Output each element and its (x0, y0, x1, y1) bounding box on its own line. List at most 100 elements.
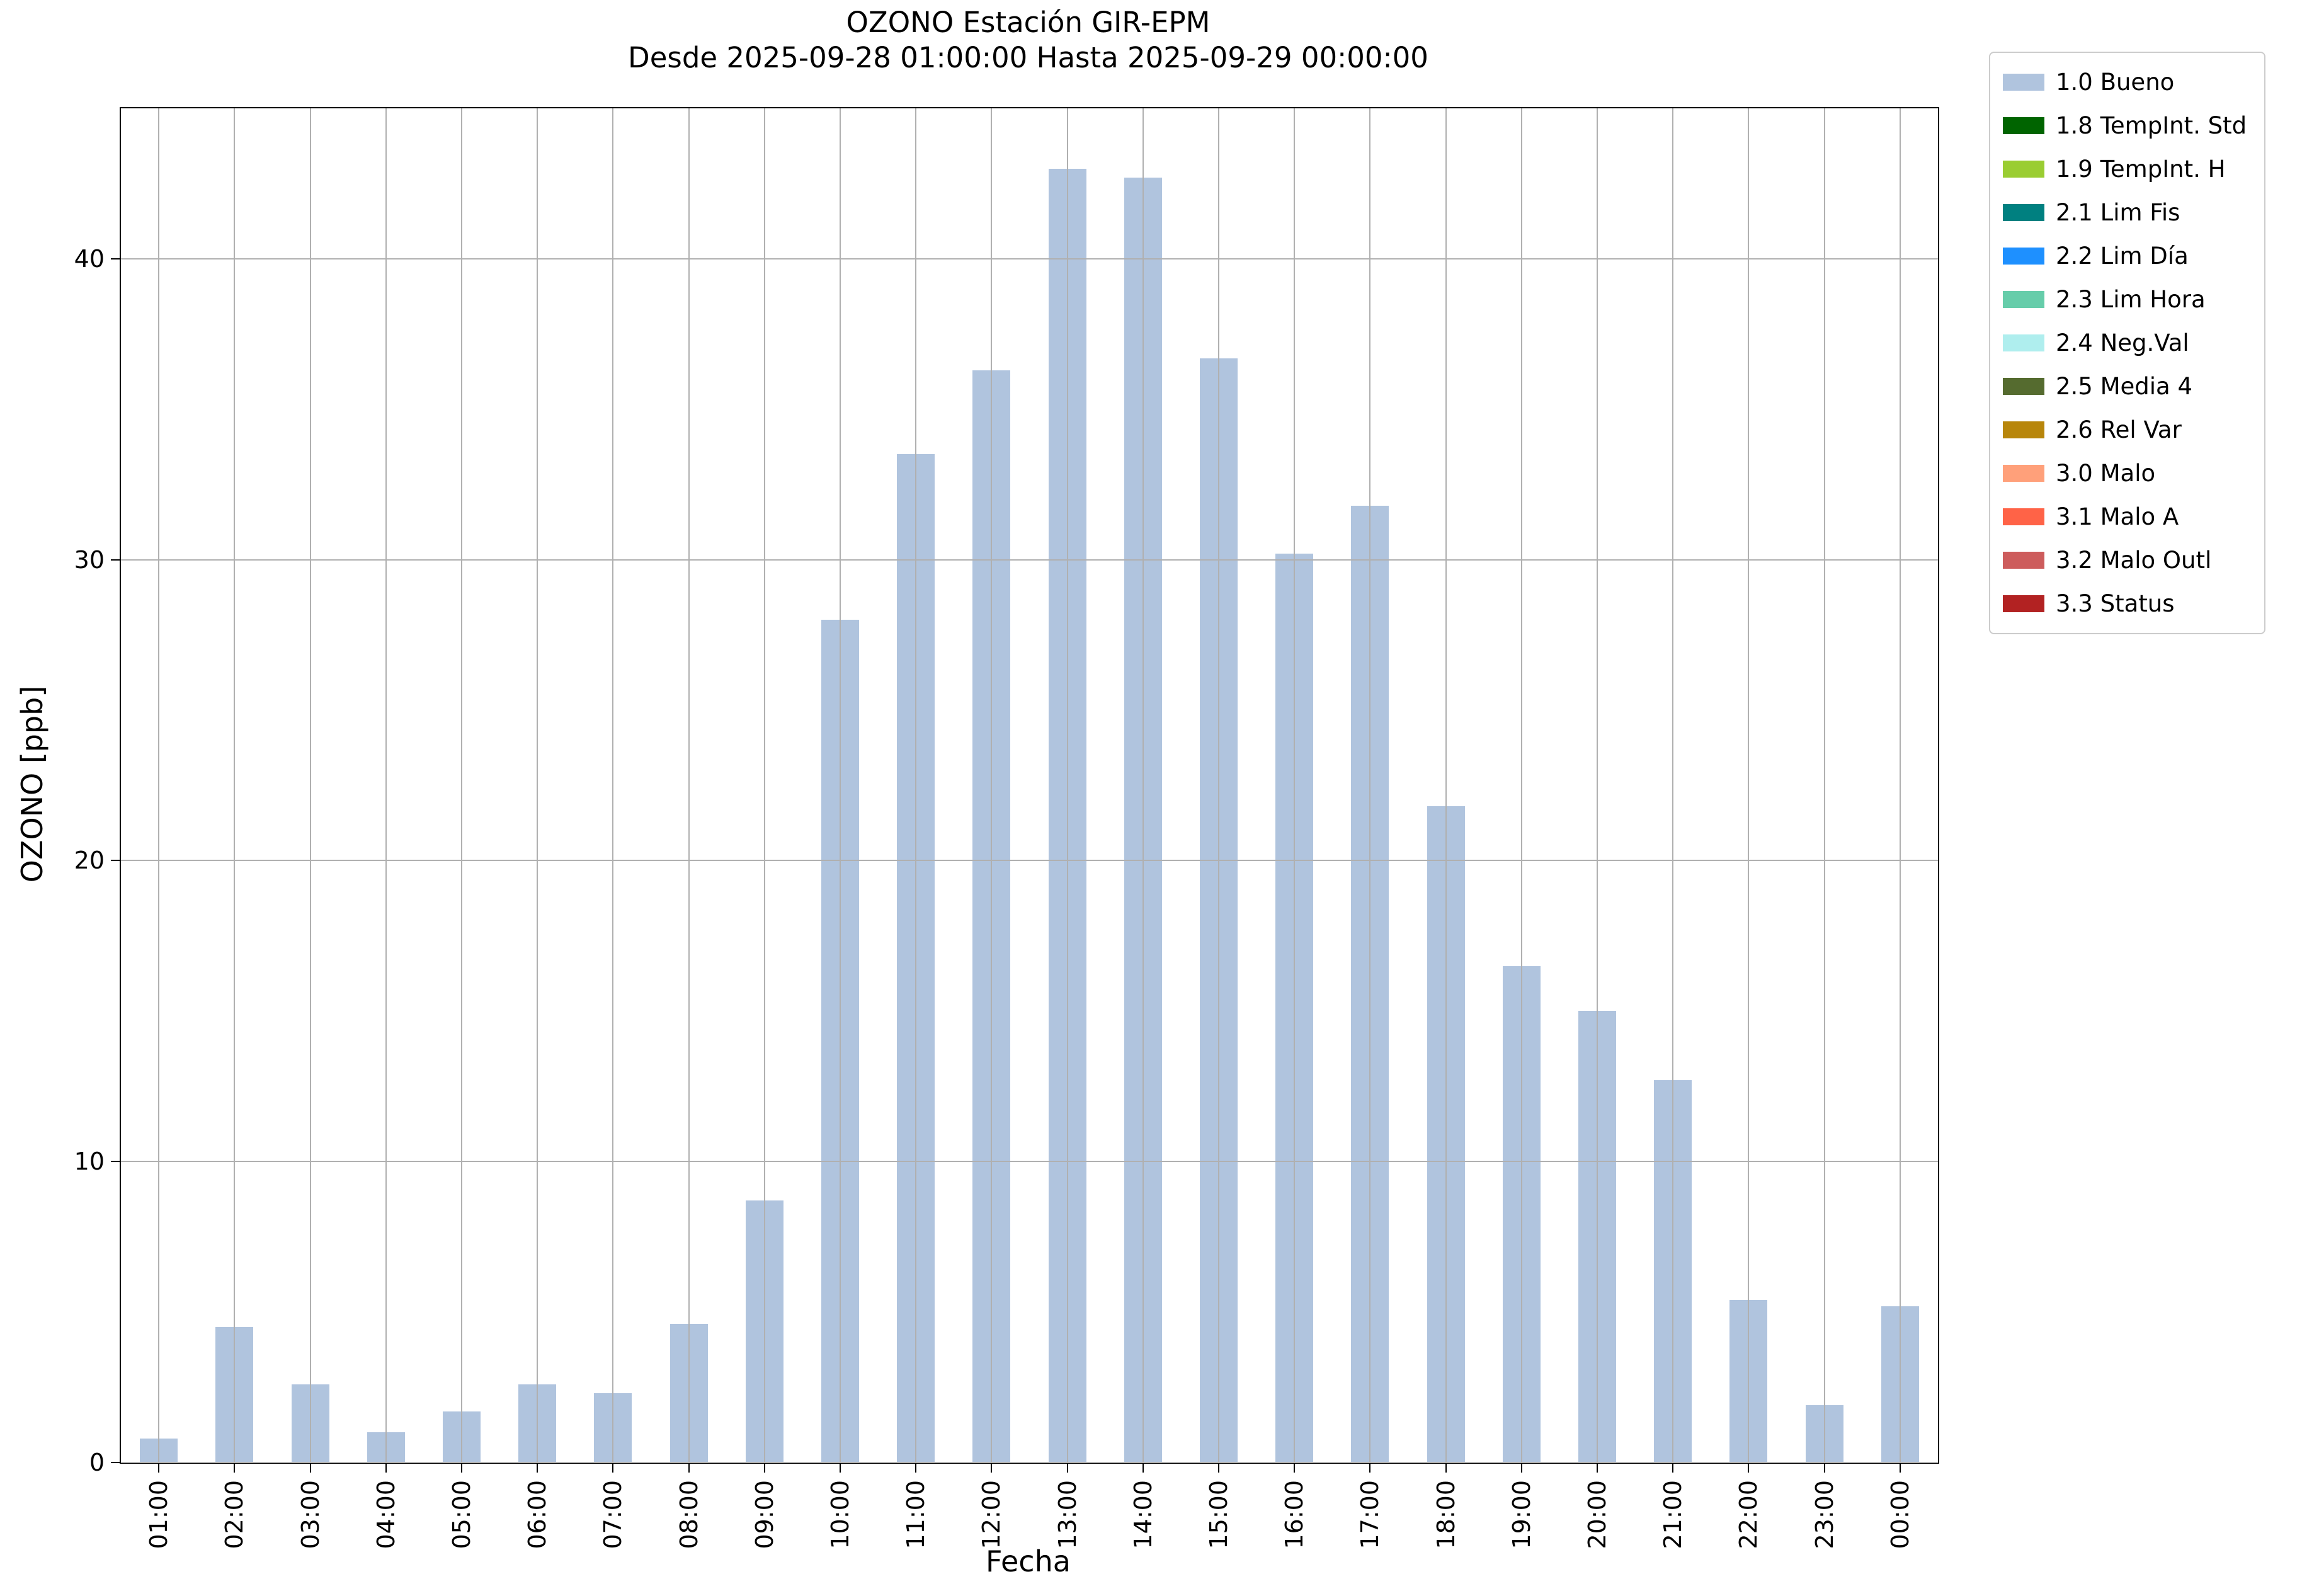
v-gridline (839, 108, 841, 1462)
v-gridline (460, 108, 462, 1462)
legend-item: 2.1 Lim Fis (2003, 191, 2247, 234)
x-tick-label: 14:00 (1129, 1480, 1157, 1549)
chart-title: OZONO Estación GIR-EPM (846, 6, 1211, 39)
x-tick-label: 15:00 (1205, 1480, 1233, 1549)
h-gridline (121, 1161, 1938, 1163)
y-tick-mark (111, 860, 120, 862)
x-tick-mark (1142, 1464, 1144, 1473)
v-gridline (1899, 108, 1901, 1462)
legend-swatch (2003, 421, 2044, 438)
legend-label: 1.0 Bueno (2056, 69, 2175, 96)
legend-item: 2.6 Rel Var (2003, 408, 2247, 452)
legend-swatch (2003, 248, 2044, 265)
x-tick-label: 03:00 (296, 1480, 324, 1549)
legend-item: 2.5 Media 4 (2003, 365, 2247, 408)
legend: 1.0 Bueno 1.8 TempInt. Std 1.9 TempInt. H 2… (1989, 52, 2266, 634)
legend-swatch (2003, 74, 2044, 91)
v-gridline (1445, 108, 1447, 1462)
chart-title-block: OZONO Estación GIR-EPM Desde 2025-09-28 … (120, 5, 1937, 76)
v-gridline (763, 108, 765, 1462)
x-tick-mark (234, 1464, 236, 1473)
legend-label: 3.0 Malo (2056, 460, 2156, 487)
h-gridline (121, 860, 1938, 862)
y-tick-label: 0 (89, 1449, 105, 1476)
x-tick-mark (1066, 1464, 1068, 1473)
chart-subtitle: Desde 2025-09-28 01:00:00 Hasta 2025-09-… (628, 41, 1428, 74)
legend-swatch (2003, 508, 2044, 525)
v-gridline (1823, 108, 1825, 1462)
x-tick-mark (991, 1464, 993, 1473)
v-gridline (915, 108, 917, 1462)
v-gridline (1597, 108, 1598, 1462)
x-tick-mark (1218, 1464, 1220, 1473)
x-tick-label: 20:00 (1583, 1480, 1612, 1549)
y-tick-label: 30 (74, 545, 105, 574)
x-tick-mark (460, 1464, 462, 1473)
legend-item: 1.0 Bueno (2003, 60, 2247, 104)
legend-label: 2.1 Lim Fis (2056, 199, 2180, 226)
v-gridline (385, 108, 387, 1462)
x-tick-label: 05:00 (447, 1480, 476, 1549)
x-tick-label: 12:00 (977, 1480, 1006, 1549)
h-gridline (121, 1462, 1938, 1463)
x-tick-mark (839, 1464, 841, 1473)
x-tick-label: 10:00 (826, 1480, 854, 1549)
x-tick-label: 13:00 (1053, 1480, 1081, 1549)
x-tick-label: 07:00 (599, 1480, 627, 1549)
v-gridline (991, 108, 993, 1462)
legend-item: 2.4 Neg.Val (2003, 321, 2247, 365)
x-tick-mark (763, 1464, 765, 1473)
x-tick-mark (1369, 1464, 1371, 1473)
legend-item: 2.2 Lim Día (2003, 234, 2247, 278)
x-tick-label: 23:00 (1810, 1480, 1838, 1549)
x-tick-mark (915, 1464, 917, 1473)
legend-label: 1.8 TempInt. Std (2056, 112, 2247, 139)
legend-item: 3.2 Malo Outl (2003, 539, 2247, 582)
v-gridline (309, 108, 311, 1462)
legend-label: 2.4 Neg.Val (2056, 329, 2189, 356)
y-tick-mark (111, 1462, 120, 1463)
x-tick-mark (612, 1464, 614, 1473)
v-gridline (1369, 108, 1371, 1462)
v-gridline (1218, 108, 1220, 1462)
x-tick-label: 08:00 (675, 1480, 703, 1549)
v-gridline (1672, 108, 1674, 1462)
plot-area: 0 10 20 30 40 01:00 02:00 03:00 04:00 05:00 06:00 0… (74, 107, 1939, 1549)
legend-label: 3.2 Malo Outl (2056, 547, 2212, 574)
legend-item: 3.3 Status (2003, 582, 2247, 625)
x-tick-label: 17:00 (1356, 1480, 1384, 1549)
y-tick-label: 40 (74, 244, 105, 273)
legend-label: 3.1 Malo A (2056, 503, 2179, 530)
h-gridline (121, 258, 1938, 259)
x-tick-label: 22:00 (1735, 1480, 1763, 1549)
x-tick-label: 06:00 (523, 1480, 552, 1549)
v-gridline (612, 108, 614, 1462)
x-tick-mark (158, 1464, 160, 1473)
x-tick-label: 01:00 (145, 1480, 173, 1549)
v-gridline (688, 108, 690, 1462)
y-tick-label: 20 (74, 846, 105, 875)
x-tick-mark (688, 1464, 690, 1473)
x-tick-mark (1445, 1464, 1447, 1473)
x-tick-label: 21:00 (1659, 1480, 1687, 1549)
x-tick-label: 09:00 (750, 1480, 778, 1549)
legend-item: 1.8 TempInt. Std (2003, 104, 2247, 147)
x-tick-label: 18:00 (1432, 1480, 1460, 1549)
v-gridline (1294, 108, 1296, 1462)
legend-item: 3.1 Malo A (2003, 495, 2247, 539)
legend-item: 1.9 TempInt. H (2003, 147, 2247, 191)
legend-label: 2.5 Media 4 (2056, 373, 2193, 400)
legend-item: 3.0 Malo (2003, 452, 2247, 495)
x-tick-label: 00:00 (1886, 1480, 1914, 1549)
x-tick-label: 16:00 (1280, 1480, 1309, 1549)
legend-label: 1.9 TempInt. H (2056, 156, 2226, 183)
v-gridline (1142, 108, 1144, 1462)
x-tick-label: 11:00 (902, 1480, 930, 1549)
legend-label: 2.2 Lim Día (2056, 242, 2189, 270)
legend-item: 2.3 Lim Hora (2003, 278, 2247, 321)
legend-swatch (2003, 204, 2044, 221)
legend-swatch (2003, 595, 2044, 612)
h-gridline (121, 559, 1938, 561)
x-tick-mark (1899, 1464, 1901, 1473)
